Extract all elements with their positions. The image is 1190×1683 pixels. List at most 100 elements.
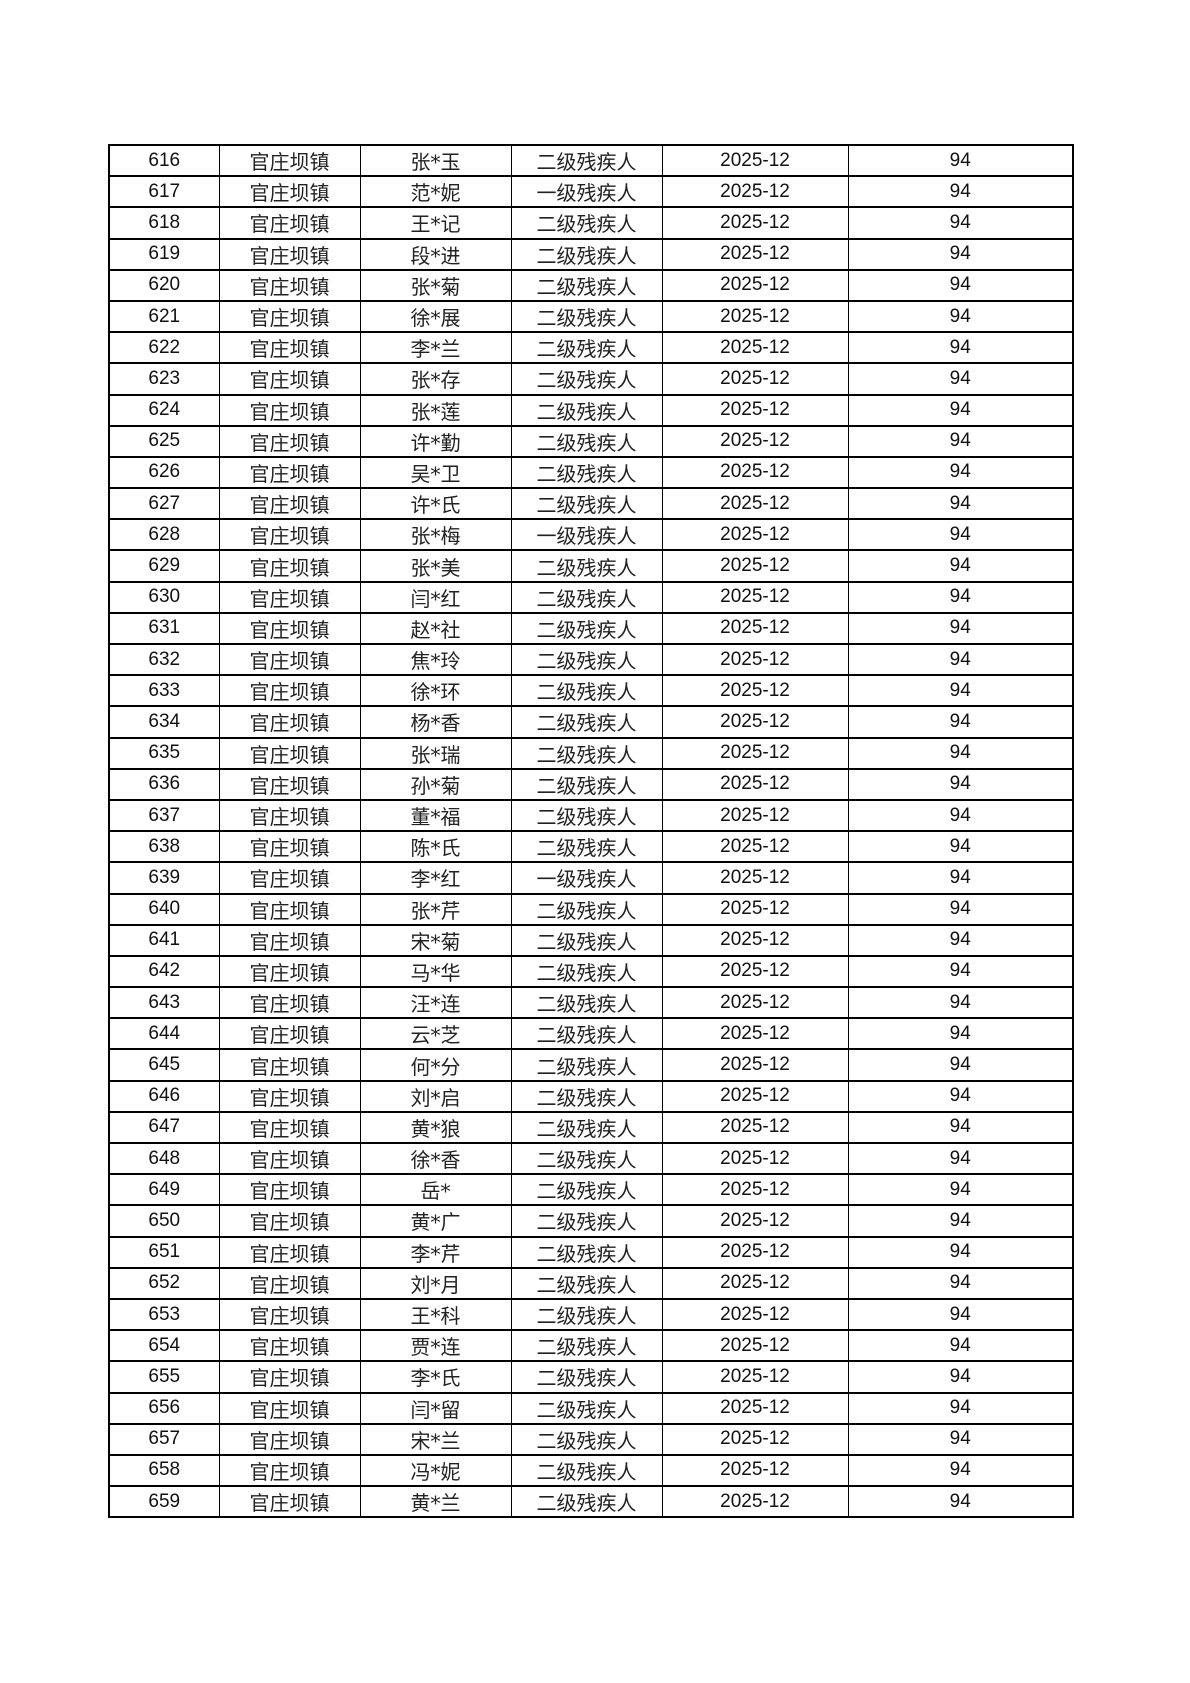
month-cell: 2025-12 — [661, 830, 849, 863]
amount-cell: 94 — [847, 1110, 1074, 1144]
town-cell: 官庄坝镇 — [218, 611, 361, 645]
name-cell: 宋*菊 — [359, 923, 512, 957]
amount-cell: 94 — [847, 237, 1074, 271]
town-cell: 官庄坝镇 — [218, 1453, 361, 1487]
row-number-cell: 634 — [108, 705, 220, 739]
month-cell: 2025-12 — [661, 206, 849, 240]
name-cell: 黄*广 — [359, 1204, 512, 1238]
table-row: 623 官庄坝镇 张*存 二级残疾人 2025-12 94 — [108, 362, 1074, 396]
month-cell: 2025-12 — [661, 923, 849, 957]
name-cell: 孙*菊 — [359, 767, 512, 801]
row-number-cell: 635 — [108, 736, 220, 770]
disability-level-cell: 二级残疾人 — [510, 549, 663, 583]
table-row: 632 官庄坝镇 焦*玲 二级残疾人 2025-12 94 — [108, 642, 1074, 676]
month-cell: 2025-12 — [661, 299, 849, 333]
disability-level-cell: 二级残疾人 — [510, 767, 663, 801]
disability-level-cell: 二级残疾人 — [510, 1079, 663, 1113]
name-cell: 李*兰 — [359, 331, 512, 364]
name-cell: 闫*红 — [359, 580, 512, 614]
name-cell: 许*氏 — [359, 487, 512, 520]
table-row: 651 官庄坝镇 李*芹 二级残疾人 2025-12 94 — [108, 1235, 1074, 1269]
row-number-cell: 630 — [108, 580, 220, 614]
table-row: 625 官庄坝镇 许*勤 二级残疾人 2025-12 94 — [108, 424, 1074, 458]
name-cell: 岳* — [359, 1173, 512, 1206]
table-row: 618 官庄坝镇 王*记 二级残疾人 2025-12 94 — [108, 206, 1074, 240]
amount-cell: 94 — [847, 986, 1074, 1019]
town-cell: 官庄坝镇 — [218, 362, 361, 396]
month-cell: 2025-12 — [661, 268, 849, 302]
disability-level-cell: 二级残疾人 — [510, 455, 663, 489]
row-number-cell: 648 — [108, 1141, 220, 1175]
amount-cell: 94 — [847, 206, 1074, 240]
disability-level-cell: 二级残疾人 — [510, 1297, 663, 1331]
name-cell: 赵*社 — [359, 611, 512, 645]
table-row: 636 官庄坝镇 孙*菊 二级残疾人 2025-12 94 — [108, 767, 1074, 801]
town-cell: 官庄坝镇 — [218, 518, 361, 551]
disability-level-cell: 二级残疾人 — [510, 1235, 663, 1269]
table-row: 616 官庄坝镇 张*玉 二级残疾人 2025-12 94 — [108, 143, 1074, 177]
name-cell: 李*红 — [359, 861, 512, 895]
disability-level-cell: 二级残疾人 — [510, 1110, 663, 1144]
town-cell: 官庄坝镇 — [218, 767, 361, 801]
disability-level-cell: 二级残疾人 — [510, 1329, 663, 1362]
row-number-cell: 650 — [108, 1204, 220, 1238]
name-cell: 张*芹 — [359, 892, 512, 926]
name-cell: 焦*玲 — [359, 642, 512, 676]
amount-cell: 94 — [847, 580, 1074, 614]
disability-level-cell: 二级残疾人 — [510, 362, 663, 396]
amount-cell: 94 — [847, 455, 1074, 489]
disability-level-cell: 二级残疾人 — [510, 1266, 663, 1300]
amount-cell: 94 — [847, 830, 1074, 863]
name-cell: 徐*香 — [359, 1141, 512, 1175]
disability-level-cell: 二级残疾人 — [510, 1048, 663, 1082]
name-cell: 张*梅 — [359, 518, 512, 551]
amount-cell: 94 — [847, 1297, 1074, 1331]
town-cell: 官庄坝镇 — [218, 175, 361, 208]
table-row: 622 官庄坝镇 李*兰 二级残疾人 2025-12 94 — [108, 331, 1074, 364]
table-row: 620 官庄坝镇 张*菊 二级残疾人 2025-12 94 — [108, 268, 1074, 302]
row-number-cell: 622 — [108, 331, 220, 364]
row-number-cell: 625 — [108, 424, 220, 458]
amount-cell: 94 — [847, 954, 1074, 988]
town-cell: 官庄坝镇 — [218, 487, 361, 520]
table-row: 645 官庄坝镇 何*分 二级残疾人 2025-12 94 — [108, 1048, 1074, 1082]
row-number-cell: 618 — [108, 206, 220, 240]
row-number-cell: 652 — [108, 1266, 220, 1300]
amount-cell: 94 — [847, 1360, 1074, 1394]
amount-cell: 94 — [847, 642, 1074, 676]
month-cell: 2025-12 — [661, 1422, 849, 1456]
disability-level-cell: 二级残疾人 — [510, 393, 663, 427]
town-cell: 官庄坝镇 — [218, 1297, 361, 1331]
month-cell: 2025-12 — [661, 237, 849, 271]
disability-level-cell: 一级残疾人 — [510, 518, 663, 551]
table-row: 624 官庄坝镇 张*莲 二级残疾人 2025-12 94 — [108, 393, 1074, 427]
name-cell: 范*妮 — [359, 175, 512, 208]
town-cell: 官庄坝镇 — [218, 892, 361, 926]
amount-cell: 94 — [847, 705, 1074, 739]
name-cell: 黄*狼 — [359, 1110, 512, 1144]
amount-cell: 94 — [847, 1329, 1074, 1362]
town-cell: 官庄坝镇 — [218, 1173, 361, 1206]
table-row: 619 官庄坝镇 段*进 二级残疾人 2025-12 94 — [108, 237, 1074, 271]
name-cell: 张*存 — [359, 362, 512, 396]
name-cell: 董*福 — [359, 798, 512, 832]
town-cell: 官庄坝镇 — [218, 954, 361, 988]
month-cell: 2025-12 — [661, 674, 849, 707]
town-cell: 官庄坝镇 — [218, 1422, 361, 1456]
row-number-cell: 624 — [108, 393, 220, 427]
name-cell: 汪*连 — [359, 986, 512, 1019]
name-cell: 王*科 — [359, 1297, 512, 1331]
beneficiary-table: 616 官庄坝镇 张*玉 二级残疾人 2025-12 94 617 官庄坝镇 范*妮 一级残疾人 2… — [108, 143, 1074, 1519]
table-row: 652 官庄坝镇 刘*月 二级残疾人 2025-12 94 — [108, 1266, 1074, 1300]
disability-level-cell: 二级残疾人 — [510, 954, 663, 988]
row-number-cell: 644 — [108, 1017, 220, 1050]
month-cell: 2025-12 — [661, 1017, 849, 1050]
row-number-cell: 623 — [108, 362, 220, 396]
month-cell: 2025-12 — [661, 1453, 849, 1487]
name-cell: 贾*连 — [359, 1329, 512, 1362]
disability-level-cell: 二级残疾人 — [510, 299, 663, 333]
month-cell: 2025-12 — [661, 1048, 849, 1082]
row-number-cell: 627 — [108, 487, 220, 520]
table-row: 621 官庄坝镇 徐*展 二级残疾人 2025-12 94 — [108, 299, 1074, 333]
row-number-cell: 641 — [108, 923, 220, 957]
